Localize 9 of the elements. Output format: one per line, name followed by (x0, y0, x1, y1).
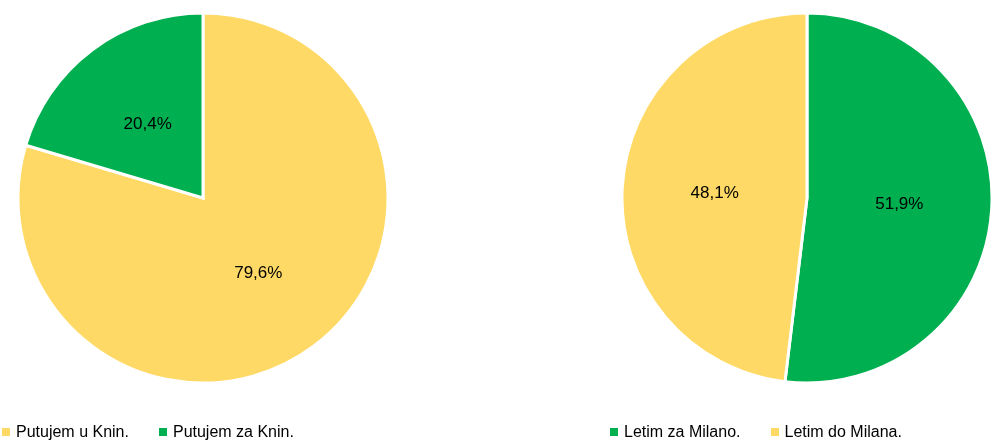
legend-label: Putujem za Knin. (171, 422, 294, 442)
data-label: 20,4% (123, 114, 172, 134)
data-label: 79,6% (234, 262, 283, 282)
legend-label: Letim do Milana. (783, 422, 902, 442)
pie-slice (16, 11, 390, 385)
legend-label: Letim za Milano. (623, 422, 741, 442)
data-label: 48,1% (690, 182, 739, 202)
legend-label: Putujem u Knin. (15, 422, 129, 442)
data-label: 51,9% (875, 194, 924, 214)
